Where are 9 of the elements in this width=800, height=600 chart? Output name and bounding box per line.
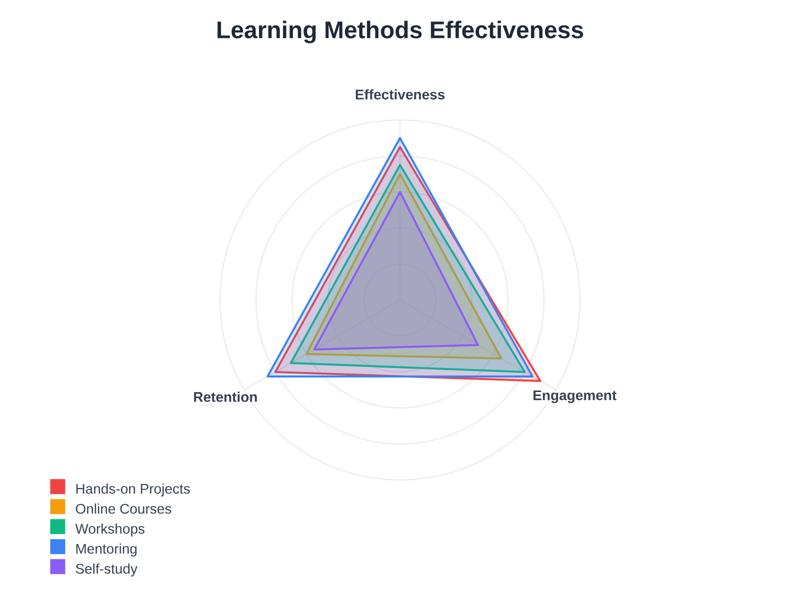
spoke-label: Effectiveness	[356, 89, 445, 100]
legend-label: Workshops	[75, 523, 144, 537]
legend-label: Hands-on Projects	[76, 483, 190, 497]
legend-label: Self-study	[76, 563, 138, 577]
legend-label: Mentoring	[76, 543, 137, 557]
spoke-label: Retention	[194, 392, 257, 402]
chart-title: Learning Methods Effectiveness	[218, 20, 584, 44]
legend-label: Online Courses	[76, 503, 172, 514]
spoke-label: Engagement	[534, 390, 616, 404]
